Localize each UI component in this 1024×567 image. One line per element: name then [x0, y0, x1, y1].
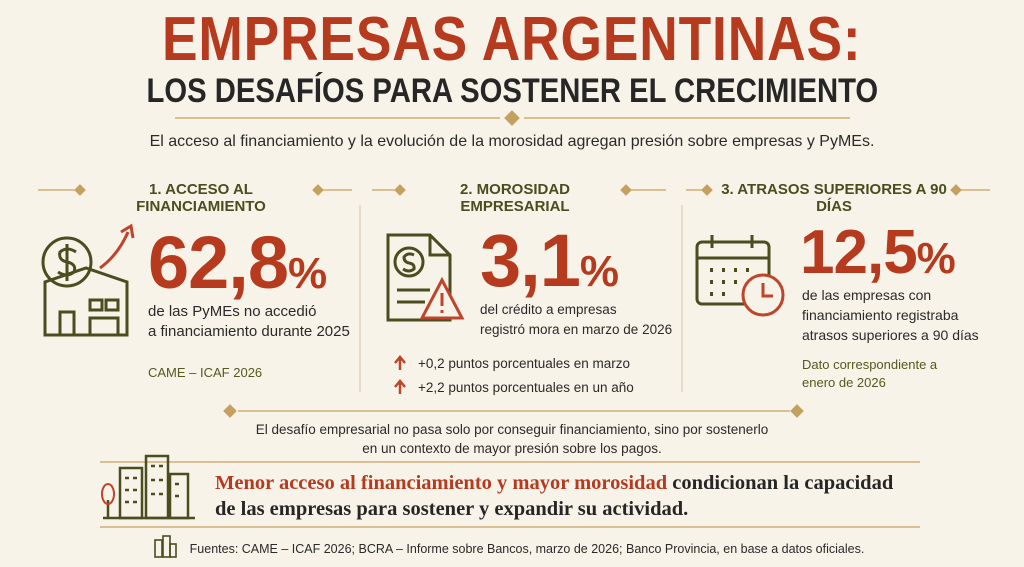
- figure-value: 12,5: [800, 218, 918, 287]
- section-heading: 3. ATRASOS SUPERIORES A 90 DÍAS: [721, 181, 947, 215]
- line: El desafío empresarial no pasa solo por …: [255, 422, 769, 437]
- intro: El acceso al financiamiento y la evoluci…: [149, 133, 875, 150]
- figure-value: 62,8: [148, 221, 289, 304]
- figure-unit: %: [288, 249, 327, 298]
- description: del crédito a empresas registró mora en m…: [480, 300, 672, 340]
- figure: 3,1%: [480, 224, 619, 298]
- line: Dato correspondiente a: [802, 357, 938, 372]
- line: del crédito a empresas: [480, 302, 617, 317]
- challenge: El desafío empresarial no pasa solo por …: [0, 420, 1024, 458]
- line: de las PyMEs no accedió: [148, 303, 317, 320]
- figure-unit: %: [579, 247, 619, 296]
- line: a financiamiento durante 2025: [148, 323, 350, 340]
- description: de las PyMEs no accedió a financiamiento …: [148, 302, 350, 342]
- line: registró mora en marzo de 2026: [480, 322, 673, 337]
- conclusion: Menor acceso al financiamiento y mayor m…: [215, 470, 893, 522]
- title: EMPRESAS ARGENTINAS:: [162, 5, 862, 74]
- change: +2,2 puntos porcentuales en un año: [418, 380, 634, 395]
- sources: Fuentes: CAME – ICAF 2026; BCRA – Inform…: [189, 542, 865, 556]
- figure-value: 3,1: [480, 219, 581, 302]
- section-heading: 1. ACCESO AL FINANCIAMIENTO: [136, 181, 266, 215]
- line: de las empresas con: [802, 287, 932, 303]
- section-heading: 2. MOROSIDAD EMPRESARIAL: [459, 181, 570, 215]
- note: Dato correspondiente a enero de 2026: [802, 356, 937, 392]
- note: CAME – ICAF 2026: [148, 365, 263, 380]
- change: +0,2 puntos porcentuales en marzo: [418, 356, 631, 371]
- line: atrasos superiores a 90 días: [802, 327, 979, 343]
- text: de las empresas para sostener y expandir…: [215, 498, 689, 520]
- figure-unit: %: [916, 234, 956, 283]
- subtitle: LOS DESAFÍOS PARA SOSTENER EL CRECIMIENT…: [146, 72, 878, 110]
- line: en un contexto de mayor presión sobre lo…: [362, 441, 662, 456]
- text: condicionan la capacidad: [672, 472, 894, 494]
- description: de las empresas con financiamiento regist…: [802, 285, 979, 345]
- figure: 12,5%: [800, 222, 956, 284]
- line: enero de 2026: [802, 375, 886, 390]
- figure: 62,8%: [148, 226, 327, 300]
- line: financiamiento registraba: [802, 307, 959, 323]
- highlight: Menor acceso al financiamiento y mayor m…: [215, 472, 668, 494]
